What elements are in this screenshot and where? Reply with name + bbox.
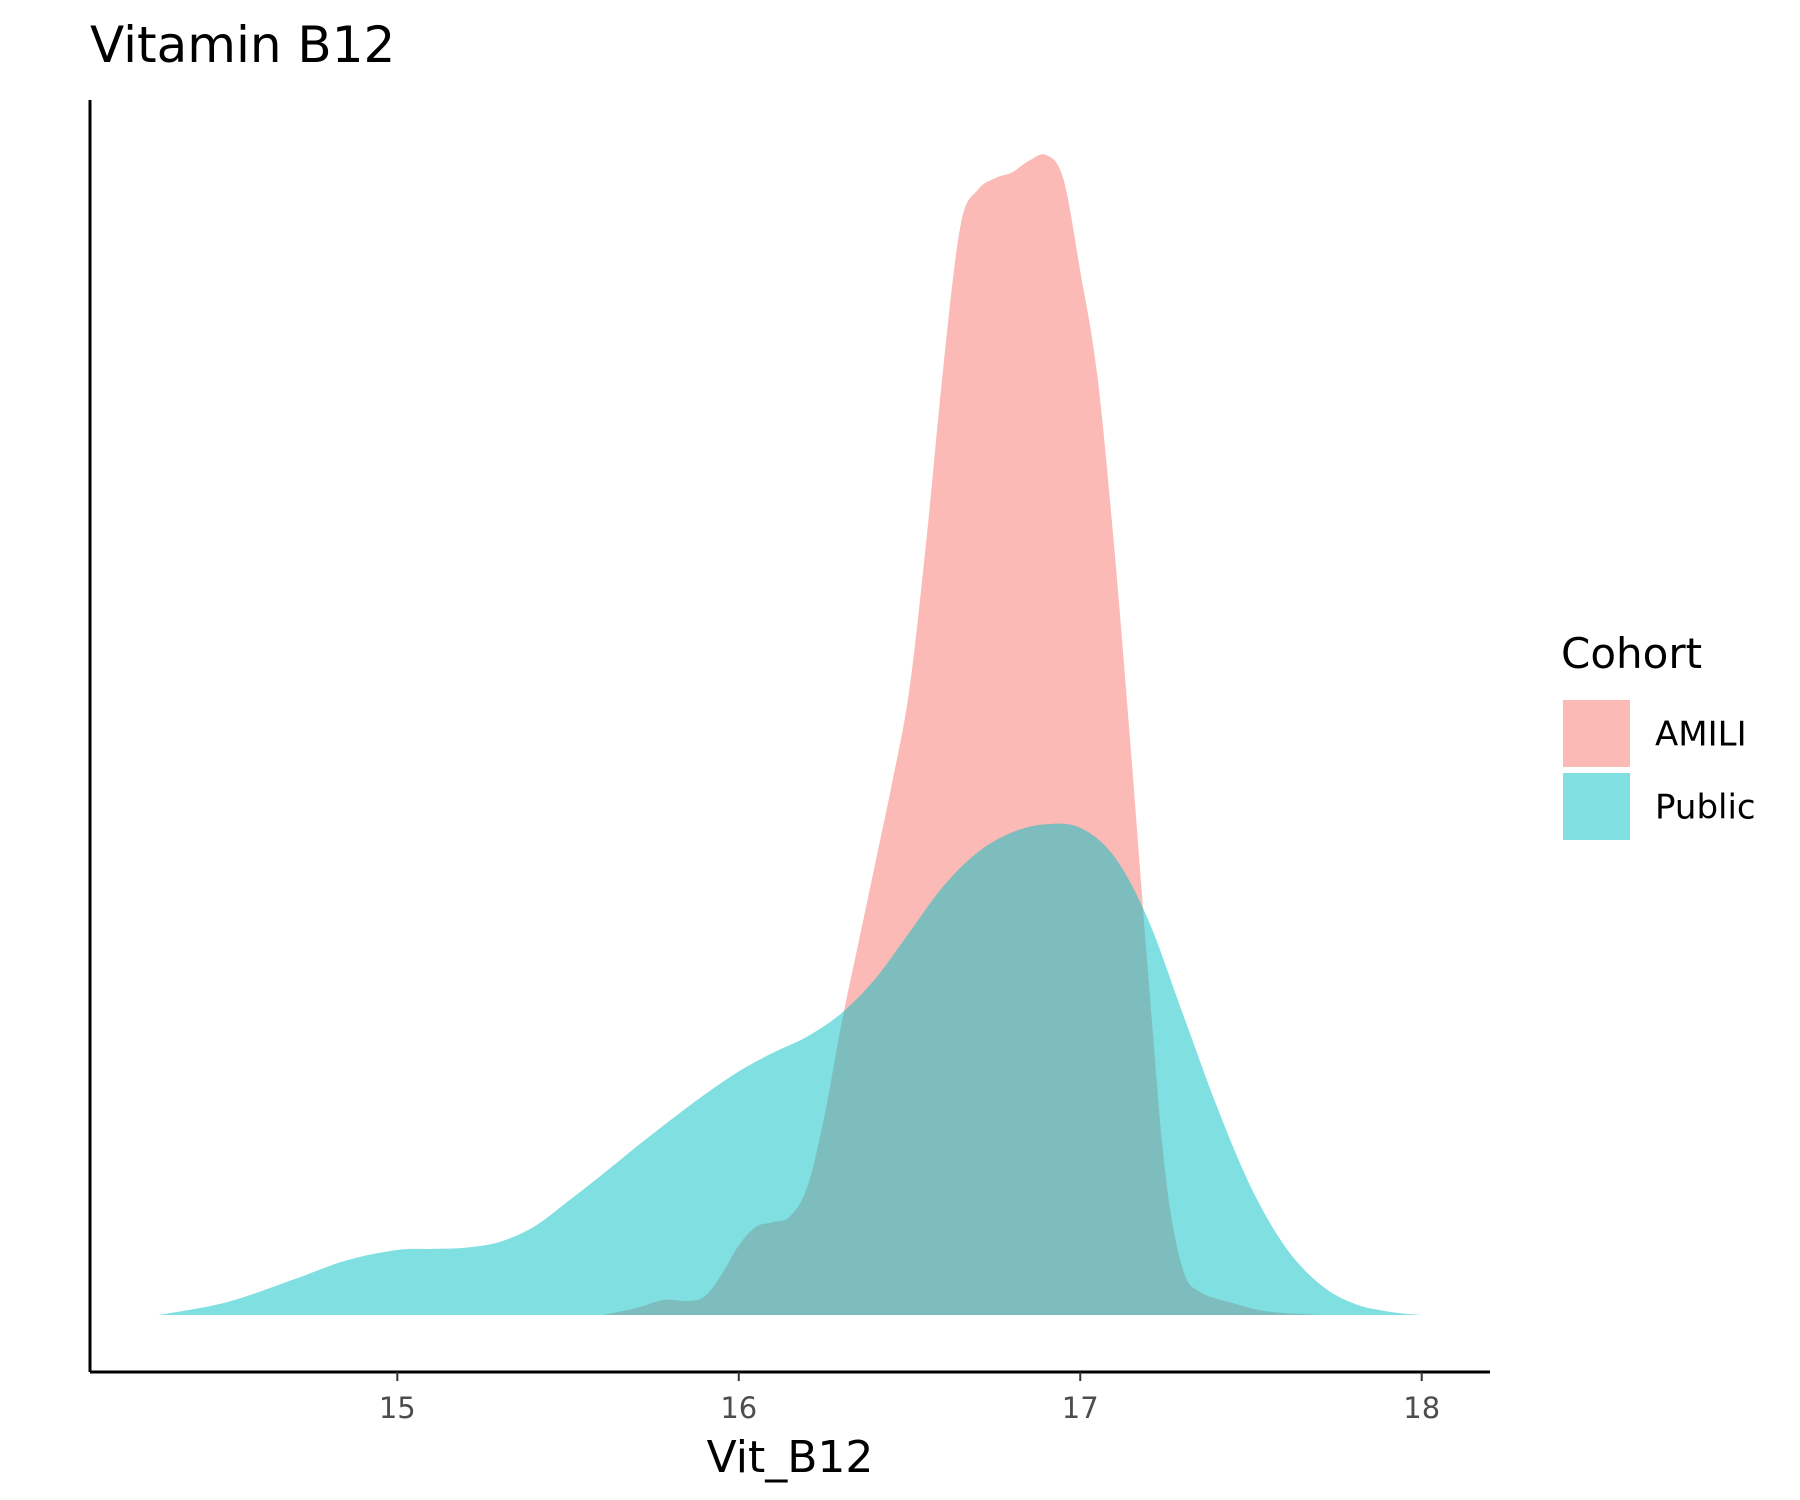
x-tick-label: 15 <box>379 1391 416 1425</box>
legend-label-amili: AMILI <box>1655 715 1747 755</box>
x-tick-label: 17 <box>1062 1391 1099 1425</box>
legend-entries: AMILI Public <box>1563 700 1756 840</box>
density-area-public <box>158 823 1422 1315</box>
legend-swatch-amili <box>1563 700 1630 767</box>
legend-title: Cohort <box>1561 629 1702 678</box>
x-axis-title: Vit_B12 <box>707 1432 874 1483</box>
legend: Cohort AMILI Public <box>1561 629 1756 840</box>
legend-label-public: Public <box>1655 788 1756 828</box>
density-areas <box>158 154 1422 1316</box>
x-axis-ticks: 15 16 17 18 <box>379 1372 1440 1425</box>
legend-swatch-public <box>1563 773 1630 840</box>
x-tick-label: 18 <box>1403 1391 1440 1425</box>
chart-title: Vitamin B12 <box>90 16 395 74</box>
x-tick-label: 16 <box>720 1391 757 1425</box>
